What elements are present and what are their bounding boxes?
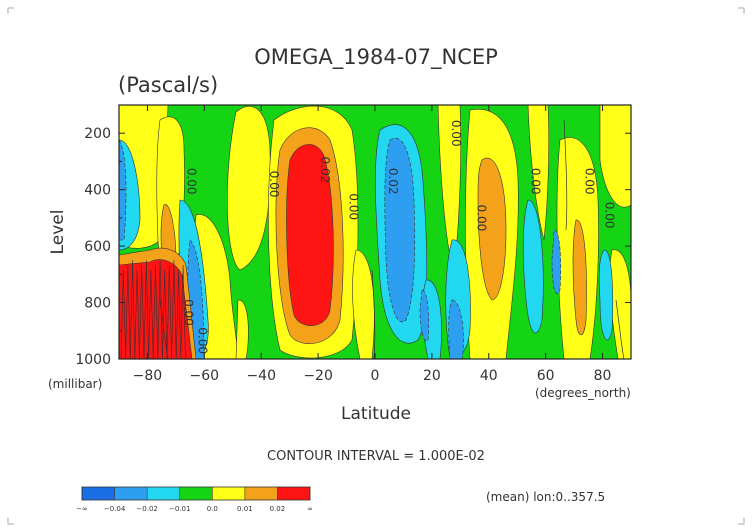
x-tick-label: 40 bbox=[480, 368, 498, 384]
y-tick-label: 200 bbox=[84, 126, 111, 142]
dense-contour-line bbox=[152, 264, 159, 359]
colorbar-tick-label: 0.02 bbox=[270, 505, 286, 513]
colorbar-swatch bbox=[114, 487, 148, 500]
contour-label: 0.00 bbox=[196, 327, 210, 354]
dense-contour-line bbox=[175, 269, 182, 359]
y-axis-title: Level bbox=[48, 210, 68, 255]
y-tick-label: 400 bbox=[84, 183, 111, 199]
colorbar-swatch bbox=[244, 487, 278, 500]
colorbar-tick-label: ∞ bbox=[307, 505, 313, 513]
y-tick-label: 600 bbox=[84, 239, 111, 255]
positive-strong-regions bbox=[119, 144, 334, 359]
x-tick-label: −80 bbox=[133, 368, 163, 384]
corner-marks bbox=[7, 7, 745, 525]
contour-label-text: 0.00 bbox=[181, 299, 195, 326]
contour-label: 0.02 bbox=[318, 157, 332, 184]
contour-label: 0.00 bbox=[346, 193, 360, 220]
mean-footnote: (mean) lon:0..357.5 bbox=[486, 490, 605, 504]
x-axis-title: Latitude bbox=[341, 404, 411, 424]
contour-label-text: 0.00 bbox=[196, 327, 210, 354]
chart-title: OMEGA_1984-07_NCEP bbox=[254, 45, 498, 70]
contour-label-text: 0.00 bbox=[184, 168, 198, 195]
colorbar: −∞ −0.04 −0.02 −0.01 0.0 0.01 0.02 ∞ bbox=[76, 486, 313, 513]
x-axis: −80 −60 −40 −20 0 20 40 60 80 bbox=[133, 105, 612, 384]
contour-interval-note: CONTOUR INTERVAL = 1.000E-02 bbox=[267, 449, 485, 464]
contour-field bbox=[119, 105, 631, 359]
dense-contour-line bbox=[139, 264, 145, 359]
dense-contour-lines bbox=[120, 259, 186, 359]
contour-label-text: 0.00 bbox=[449, 120, 463, 147]
units-label: (Pascal/s) bbox=[118, 73, 218, 97]
dense-contour-line bbox=[157, 259, 163, 359]
contour-label: 0.00 bbox=[267, 171, 281, 198]
dense-contour-line bbox=[134, 269, 140, 359]
colorbar-swatch bbox=[147, 487, 180, 500]
colorbar-tick-label: −0.04 bbox=[104, 505, 126, 513]
colorbar-swatch bbox=[82, 487, 115, 500]
contour-labels: 0.00 0.000.020.000.020.000.000.00 0.000.00… bbox=[181, 120, 616, 354]
x-tick-label: 60 bbox=[537, 368, 555, 384]
colorbar-tick-label: 0.01 bbox=[237, 505, 253, 513]
contour-label-text: 0.00 bbox=[528, 168, 542, 195]
colorbar-swatch bbox=[212, 487, 245, 500]
y-axis: 200 400 600 800 1000 bbox=[75, 104, 631, 368]
contour-label-text: 0.00 bbox=[346, 193, 360, 220]
contour-label-text: 0.00 bbox=[474, 205, 488, 232]
contour-label-text: 0.02 bbox=[318, 157, 332, 184]
colorbar-tick-label: −0.02 bbox=[136, 505, 157, 513]
x-tick-label: −20 bbox=[303, 368, 333, 384]
x-tick-label: 80 bbox=[594, 368, 612, 384]
colorbar-swatch bbox=[179, 487, 213, 500]
contour-label: 0.00 bbox=[184, 168, 198, 195]
colorbar-tick-label: −∞ bbox=[76, 505, 88, 513]
dense-contour-line bbox=[148, 269, 154, 359]
x-tick-label: 20 bbox=[423, 368, 441, 384]
contour-label-text: 0.02 bbox=[386, 168, 400, 195]
dense-contour-line bbox=[143, 259, 149, 359]
y-axis-units: (millibar) bbox=[48, 377, 102, 391]
dense-contour-line bbox=[125, 264, 131, 359]
colorbar-swatch bbox=[277, 487, 310, 500]
contour-label: 0.00 bbox=[582, 168, 596, 195]
contour-label-text: 0.00 bbox=[582, 168, 596, 195]
y-tick-label: 1000 bbox=[75, 352, 111, 368]
x-tick-label: −40 bbox=[246, 368, 276, 384]
dense-contour-line bbox=[171, 259, 177, 359]
contour-label-text: 0.00 bbox=[602, 202, 616, 229]
contour-label: 0.00 bbox=[181, 299, 195, 326]
contour-label-text: 0.00 bbox=[267, 171, 281, 198]
y-tick-label: 800 bbox=[84, 296, 111, 312]
x-axis-units: (degrees_north) bbox=[535, 386, 631, 400]
colorbar-tick-label: −0.01 bbox=[169, 505, 190, 513]
contour-label: 0.00 bbox=[449, 120, 463, 147]
dense-contour-line bbox=[162, 269, 168, 359]
contour-label: 0.00 bbox=[602, 202, 616, 229]
x-tick-label: −60 bbox=[190, 368, 220, 384]
colorbar-tick-label: 0.0 bbox=[207, 505, 218, 513]
dense-contour-line bbox=[129, 259, 136, 359]
dense-contour-line bbox=[180, 264, 186, 359]
contour-label: 0.02 bbox=[386, 168, 400, 195]
dense-contour-line bbox=[120, 269, 126, 359]
contour-label: 0.00 bbox=[528, 168, 542, 195]
contour-label: 0.00 bbox=[474, 205, 488, 232]
x-tick-label: 0 bbox=[371, 368, 380, 384]
zero-contour-lines bbox=[159, 119, 625, 359]
dense-contour-line bbox=[166, 264, 172, 359]
